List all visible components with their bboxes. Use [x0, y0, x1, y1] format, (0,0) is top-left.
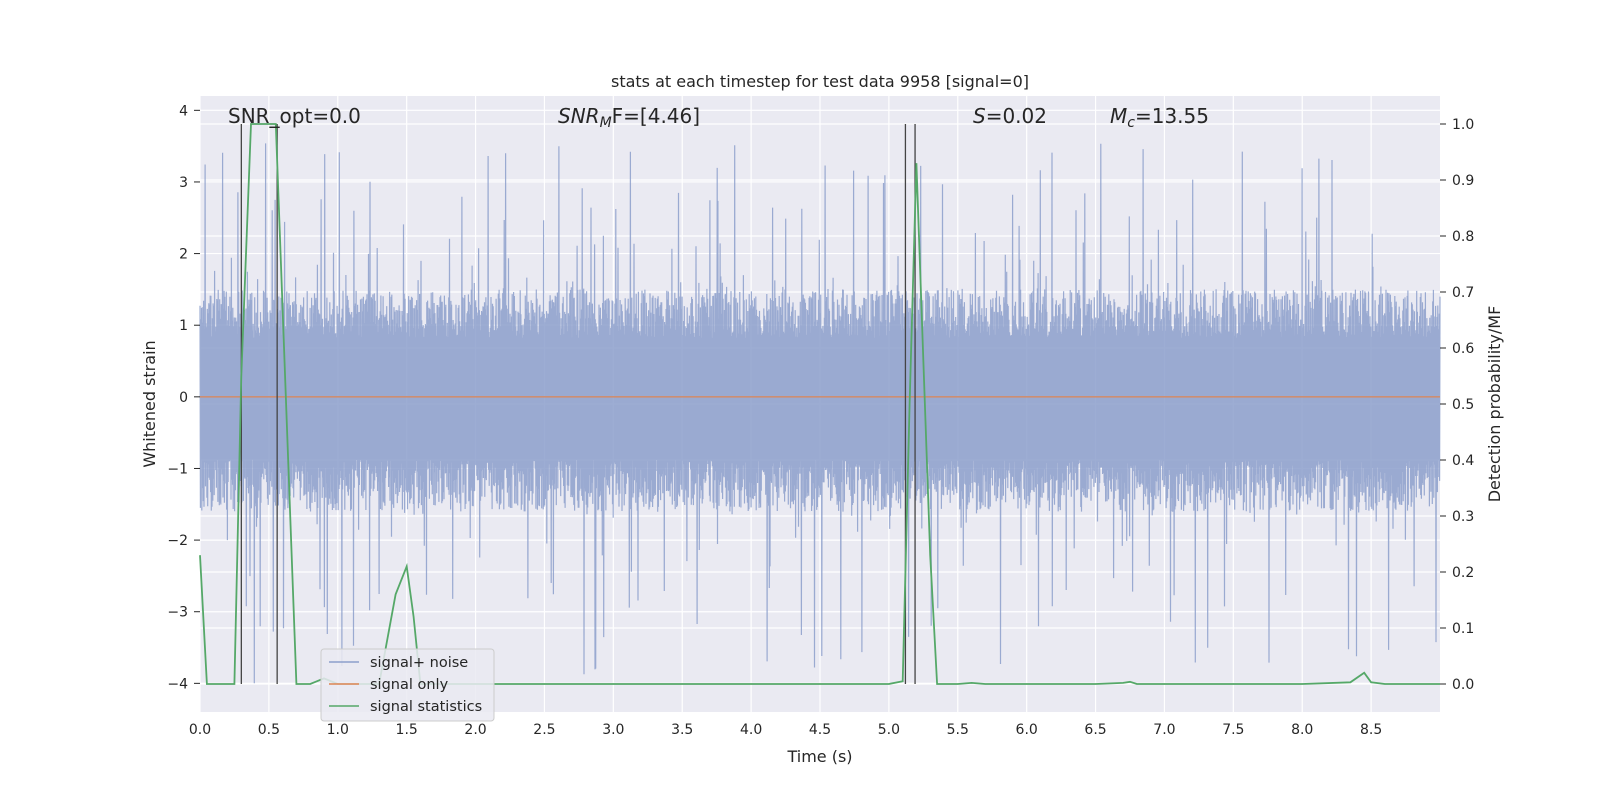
x-tick-label: 6.0 — [1016, 722, 1038, 738]
noise-line — [199, 143, 1441, 684]
x-tick-label: 1.5 — [396, 722, 418, 738]
legend-label-signal: signal only — [370, 677, 449, 693]
mc-annotation: Mc=13.55 — [1110, 104, 1209, 131]
y2-tick-label: 1.0 — [1452, 117, 1474, 133]
y-tick-label: 1 — [179, 318, 188, 334]
y-tick-label: −2 — [167, 533, 188, 549]
y-tick-label: −1 — [167, 461, 188, 477]
y2-tick-label: 0.2 — [1452, 565, 1474, 581]
x-tick-label: 5.5 — [947, 722, 969, 738]
chart-title: stats at each timestep for test data 995… — [611, 72, 1029, 91]
snr-mf-sub: M — [600, 115, 612, 131]
legend-box — [320, 648, 495, 722]
y-tick-label: 4 — [179, 103, 188, 119]
y-tick-label: 0 — [179, 390, 188, 406]
y2-tick-label: 0.9 — [1452, 173, 1474, 189]
s-annotation: S=0.02 — [973, 104, 1047, 128]
x-tick-label: 7.5 — [1222, 722, 1244, 738]
x-tick-label: 0.0 — [189, 722, 211, 738]
y2-tick-label: 0.0 — [1452, 677, 1474, 693]
snr-mf-rest: F=[4.46] — [612, 104, 700, 128]
x-tick-label: 7.0 — [1153, 722, 1175, 738]
y-tick-label: 3 — [179, 175, 188, 191]
signal-statistics-series — [199, 123, 1440, 685]
x-axis-label: Time (s) — [786, 747, 852, 766]
x-tick-label: 1.0 — [327, 722, 349, 738]
y2-axis-label: Detection probability/MF — [1485, 306, 1504, 503]
x-tick-label: 2.0 — [464, 722, 486, 738]
y-axis-label: Whitened strain — [140, 340, 159, 467]
snr-mf-annotation: SNRMF=[4.46] — [558, 104, 700, 131]
mc-sub: c — [1127, 115, 1135, 131]
x-tick-label: 6.5 — [1084, 722, 1106, 738]
signal-noise-series — [199, 143, 1441, 684]
x-tick-label: 8.0 — [1291, 722, 1313, 738]
y-tick-label: −3 — [167, 605, 188, 621]
annotations: SNR_opt=0.0 SNRMF=[4.46] S=0.02 Mc=13.55 — [228, 104, 1209, 131]
legend-label-stats: signal statistics — [370, 699, 482, 715]
mc-main: M — [1110, 104, 1127, 128]
x-tick-label: 0.5 — [258, 722, 280, 738]
y-tick-label: −4 — [167, 676, 188, 692]
x-tick-label: 4.5 — [809, 722, 831, 738]
y2-axis-ticks: 1.0 0.9 0.8 0.7 0.6 0.5 0.4 0.3 0.2 0.1 0.0 — [1440, 117, 1474, 693]
stats-line — [199, 123, 1440, 685]
legend-label-noise: signal+ noise — [370, 655, 468, 671]
y2-tick-label: 0.7 — [1452, 285, 1474, 301]
x-tick-label: 5.0 — [878, 722, 900, 738]
x-axis-ticks: 0.0 0.5 1.0 1.5 2.0 2.5 3.0 3.5 4.0 4.5 5.0 5.5 6.0 6… — [189, 722, 1382, 738]
y2-tick-label: 0.3 — [1452, 509, 1474, 525]
y2-tick-label: 0.8 — [1452, 229, 1474, 245]
y2-tick-label: 0.5 — [1452, 397, 1474, 413]
x-tick-label: 2.5 — [533, 722, 555, 738]
y-tick-label: 2 — [179, 247, 188, 263]
x-tick-label: 8.5 — [1360, 722, 1382, 738]
s-label: S — [973, 104, 986, 128]
x-tick-label: 3.5 — [671, 722, 693, 738]
y2-tick-label: 0.4 — [1452, 453, 1474, 469]
x-tick-label: 4.0 — [740, 722, 762, 738]
y2-tick-label: 0.1 — [1452, 621, 1474, 637]
y-axis-ticks: 4 3 2 1 0 −1 −2 −3 −4 — [167, 103, 200, 692]
snr-opt-annotation: SNR_opt=0.0 — [228, 104, 361, 128]
mc-value: =13.55 — [1135, 104, 1209, 128]
snr-mf-main: SNR — [558, 104, 600, 128]
y2-tick-label: 0.6 — [1452, 341, 1474, 357]
legend: signal+ noise signal only signal statist… — [320, 648, 495, 722]
x-tick-label: 3.0 — [602, 722, 624, 738]
s-value: =0.02 — [986, 104, 1047, 128]
